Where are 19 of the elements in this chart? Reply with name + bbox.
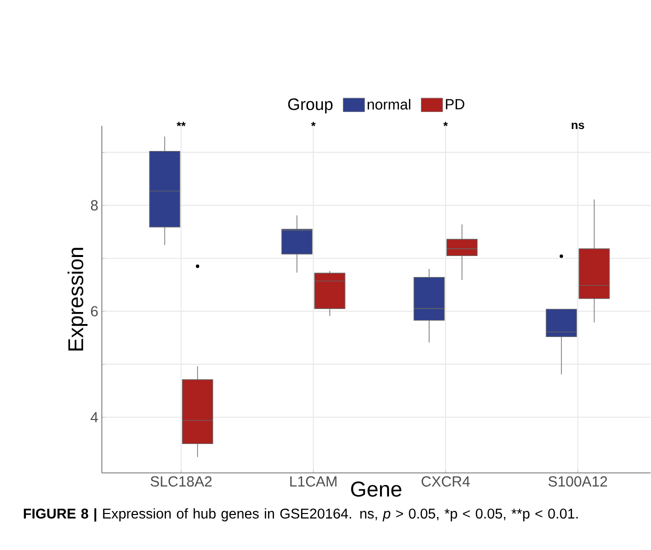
annotation: *	[443, 122, 448, 126]
y-tick-label: 8	[90, 200, 98, 211]
text: **p < 0.01.	[512, 508, 578, 522]
annotation: *	[311, 122, 316, 126]
annotation: ns	[572, 122, 584, 130]
legend-title: Group	[288, 98, 333, 114]
x-tick-label: SLC18A2	[150, 476, 212, 487]
x-tick-label: S100A12	[548, 476, 608, 487]
y-axis-title: Expression	[68, 248, 88, 351]
x-axis-title: Gene	[351, 482, 402, 497]
y-tick-label: 4	[90, 412, 98, 422]
legend-label: PD	[446, 99, 464, 110]
annotation: **	[176, 122, 186, 126]
y-tick-label: 6	[91, 306, 98, 317]
x-tick-label: L1CAM	[290, 476, 336, 487]
text: FIGURE 8 | Expression of hub genes in GSE20164. ns, p > 0.05,	[24, 508, 438, 522]
legend-label: normal	[368, 99, 410, 110]
x-tick-label: CXCR4	[422, 476, 470, 487]
text: *p < 0.05,	[444, 508, 506, 522]
